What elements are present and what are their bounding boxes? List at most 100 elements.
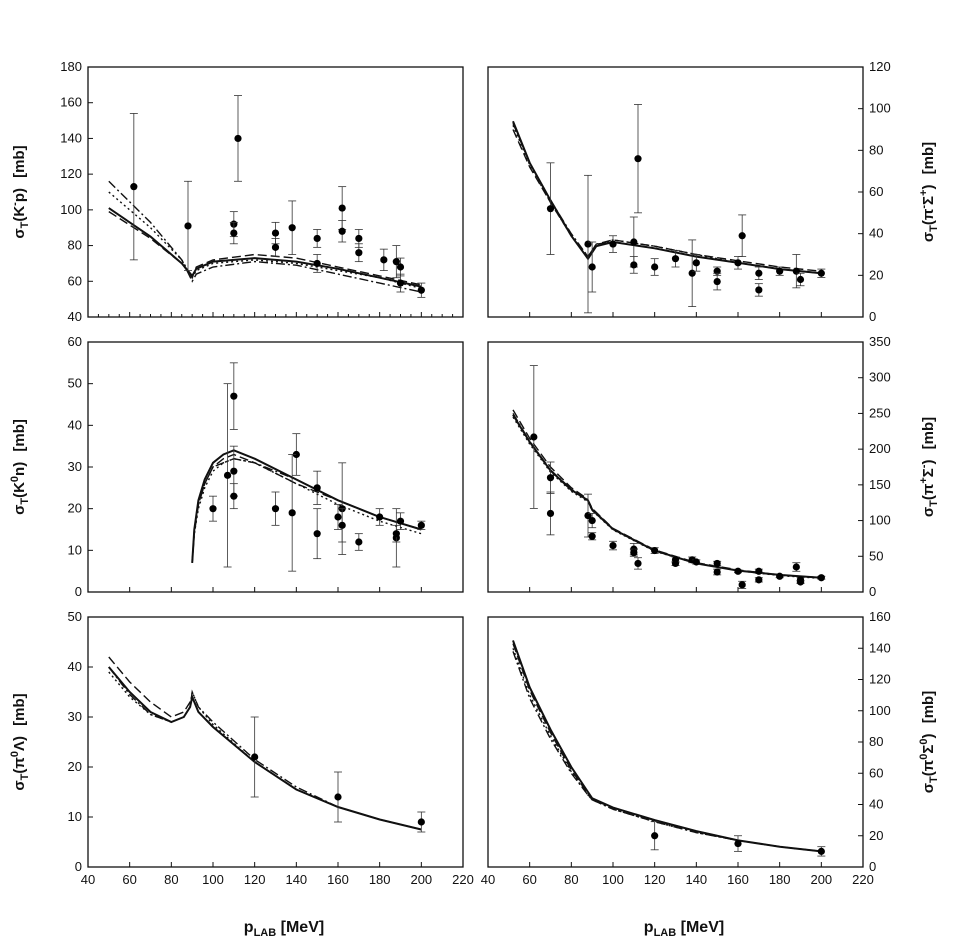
marker — [630, 549, 638, 557]
ylabel-symbol: σ — [920, 507, 937, 517]
marker — [334, 513, 342, 521]
y-tick-label: 10 — [68, 542, 82, 557]
data-point — [334, 771, 342, 823]
x-tick-label: 200 — [810, 872, 832, 887]
series-dashed — [512, 409, 822, 579]
ylabel-body: (π — [920, 759, 937, 776]
y-tick-label: 180 — [60, 59, 82, 74]
marker — [792, 267, 800, 275]
y-axis-title: σT(K-p) [mb] — [9, 145, 31, 238]
data-point — [396, 273, 405, 293]
marker — [313, 530, 321, 538]
data-point — [396, 512, 405, 530]
ylabel-superscript: 0 — [9, 476, 21, 482]
x-tick-label: 80 — [564, 872, 578, 887]
data-point — [754, 266, 763, 280]
marker — [588, 516, 596, 525]
data-point — [546, 162, 555, 255]
marker — [230, 392, 238, 400]
y-tick-label: 0 — [869, 859, 876, 874]
data-point — [354, 533, 363, 551]
marker — [734, 567, 742, 575]
series-dashed — [108, 211, 422, 286]
series-dash-dot — [108, 180, 422, 293]
marker — [338, 204, 346, 212]
data-point — [817, 574, 826, 582]
data-point — [313, 229, 322, 248]
series-dotted — [512, 648, 822, 853]
data-point — [713, 568, 722, 576]
y-axis-title: σT(K0n) [mb] — [9, 419, 31, 515]
series-dash-dot — [512, 651, 822, 853]
series-dash-dot — [512, 413, 822, 579]
marker — [755, 269, 763, 277]
ylabel-symbol: σ — [11, 780, 28, 790]
marker — [588, 532, 596, 540]
ylabel-rest: Σ — [920, 468, 937, 477]
marker — [130, 183, 138, 191]
data-point — [288, 454, 297, 572]
ylabel-end: ) — [920, 185, 937, 190]
x-tick-label: 220 — [452, 872, 474, 887]
marker — [234, 134, 242, 143]
plot-frame — [487, 341, 864, 593]
y-tick-label: 200 — [869, 441, 891, 456]
data-point — [634, 104, 642, 214]
x-tick-label: 160 — [327, 872, 349, 887]
marker — [817, 847, 825, 855]
marker — [817, 269, 825, 277]
marker — [755, 567, 763, 575]
data-point — [775, 572, 784, 580]
data-point — [375, 508, 384, 526]
y-tick-label: 20 — [68, 501, 82, 516]
marker — [396, 263, 405, 271]
marker — [392, 258, 400, 266]
y-tick-label: 100 — [869, 703, 891, 718]
ylabel-rest: n) — [11, 462, 28, 476]
y-tick-label: 120 — [869, 59, 891, 74]
ylabel-unit: [mb] — [920, 691, 937, 728]
marker — [313, 234, 321, 243]
marker — [713, 277, 721, 286]
ylabel-unit: [mb] — [11, 693, 28, 730]
y-tick-label: 20 — [869, 267, 883, 282]
plot-frame — [87, 66, 464, 318]
x-tick-label: 120 — [244, 872, 266, 887]
data-point — [650, 821, 659, 851]
marker — [688, 269, 696, 277]
panel-kmp: 40 60 80 100 120 140 160 180 σT(K-p) [mb] — [9, 59, 464, 324]
y-tick-label: 40 — [68, 659, 82, 674]
data-point — [609, 235, 617, 253]
y-tick-label: 140 — [869, 640, 891, 655]
x-tick-label: 160 — [727, 872, 749, 887]
y-tick-label: 60 — [869, 184, 883, 199]
series-dashed — [512, 643, 822, 853]
x-tick-label: 60 — [522, 872, 536, 887]
data-point — [392, 524, 401, 543]
plot-frame — [87, 616, 464, 868]
data-point — [629, 548, 638, 557]
ylabel-end: ) — [920, 733, 937, 738]
data-point — [313, 254, 322, 273]
data-point — [754, 567, 763, 575]
y-tick-label: 150 — [869, 477, 891, 492]
y-axis-title: σT(π0Λ) [mb] — [9, 693, 31, 790]
y-axis-title: σT(π-Σ+) [mb] — [918, 142, 940, 242]
data-point — [417, 811, 426, 833]
marker — [355, 249, 363, 257]
marker — [776, 572, 784, 580]
y-tick-label: 40 — [68, 417, 82, 432]
marker — [417, 818, 425, 826]
marker — [755, 576, 763, 584]
marker — [796, 275, 805, 284]
x-tick-label: 180 — [769, 872, 791, 887]
plot-frame — [87, 341, 464, 593]
marker — [230, 229, 238, 237]
panel-ppsm: 0 50 100 150 200 250 300 350 σT(π+Σ-) [mb] — [487, 334, 940, 599]
data-point — [184, 180, 192, 271]
x-axis-title-unit: [MeV] — [676, 919, 724, 936]
data-point — [313, 470, 322, 505]
data-point — [292, 433, 301, 476]
marker — [584, 240, 592, 248]
marker — [588, 263, 596, 271]
